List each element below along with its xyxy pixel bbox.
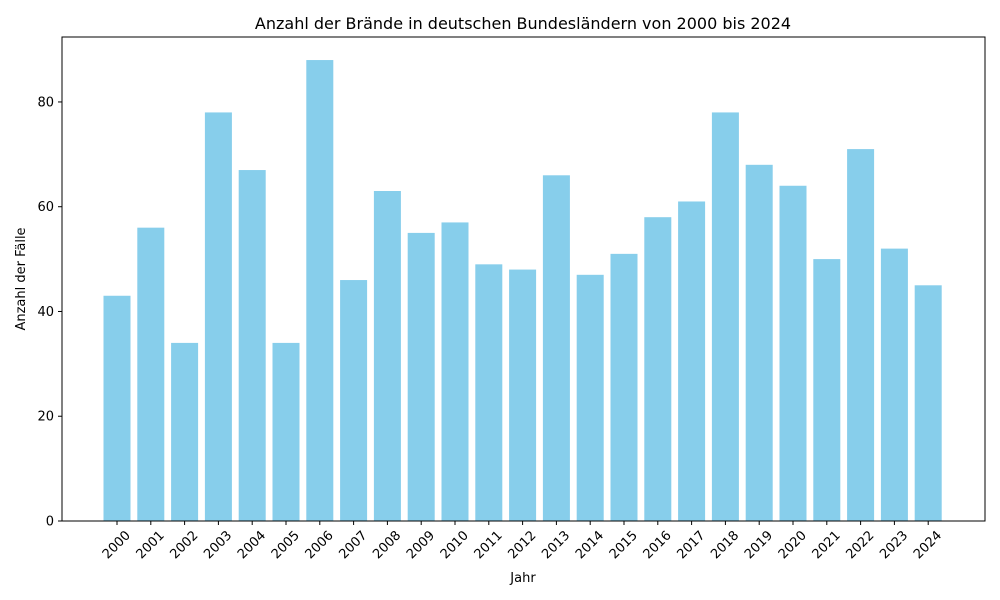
bar-2018 <box>711 112 739 522</box>
bar-2020 <box>779 185 807 521</box>
bar-2014 <box>576 274 604 521</box>
bar-2002 <box>171 342 199 521</box>
bar-2009 <box>407 232 435 521</box>
bar-2019 <box>745 164 773 521</box>
bar-2022 <box>847 149 875 521</box>
bar-2021 <box>813 259 841 521</box>
bar-2016 <box>644 217 672 521</box>
y-tick-label-0: 0 <box>46 515 54 530</box>
x-axis-label: Jahr <box>509 571 536 586</box>
plot-frame <box>61 36 986 522</box>
bar-2023 <box>880 248 908 521</box>
bar-2003 <box>204 112 232 522</box>
bar-2024 <box>914 285 942 521</box>
bar-2013 <box>542 175 570 522</box>
bars-group <box>103 60 942 522</box>
bar-2007 <box>340 280 368 521</box>
y-tick-label-80: 80 <box>37 95 54 110</box>
bar-2004 <box>238 170 266 522</box>
bar-2011 <box>475 264 503 521</box>
bar-2008 <box>373 191 401 521</box>
bar-2001 <box>137 227 165 522</box>
bar-2017 <box>678 201 706 522</box>
bar-2012 <box>509 269 537 521</box>
bar-2000 <box>103 295 131 521</box>
bar-2010 <box>441 222 469 521</box>
chart-title: Anzahl der Brände in deutschen Bundeslän… <box>255 14 791 33</box>
y-tick-label-40: 40 <box>37 305 54 320</box>
bar-2006 <box>306 60 334 522</box>
bar-2015 <box>610 253 638 522</box>
y-axis: 0 20 40 60 80 <box>37 95 62 530</box>
bar-2005 <box>272 342 300 521</box>
y-tick-label-20: 20 <box>37 410 54 425</box>
y-tick-label-60: 60 <box>37 200 54 215</box>
y-axis-label: Anzahl der Fälle <box>14 227 29 330</box>
